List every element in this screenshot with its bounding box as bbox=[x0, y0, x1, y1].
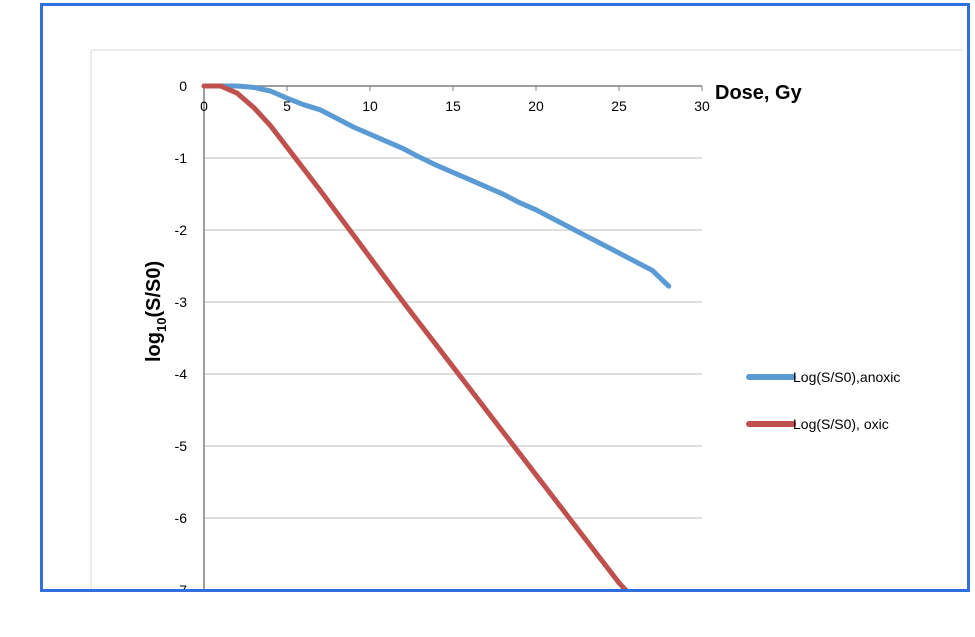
x-tick-label-2: 10 bbox=[362, 98, 378, 114]
line-chart: 0 -1 -2 -3 -4 -5 -6 -7 0 5 10 15 20 25 30 Dose, Gy log… bbox=[90, 49, 963, 589]
x-tick-label-4: 20 bbox=[528, 98, 544, 114]
x-tick-label-3: 15 bbox=[445, 98, 461, 114]
x-tick-label-0: 0 bbox=[200, 98, 208, 114]
y-axis-title-subscript: 10 bbox=[154, 318, 169, 332]
y-tick-label-4: -4 bbox=[175, 366, 188, 382]
y-tick-label-0: 0 bbox=[179, 78, 187, 94]
y-tick-label-1: -1 bbox=[175, 150, 188, 166]
tick-labels: 0 -1 -2 -3 -4 -5 -6 -7 0 5 10 15 20 25 30 bbox=[175, 78, 710, 589]
y-tick-label-3: -3 bbox=[175, 294, 188, 310]
x-tick-label-5: 25 bbox=[611, 98, 627, 114]
x-tick-label-1: 5 bbox=[283, 98, 291, 114]
y-tick-label-6: -6 bbox=[175, 510, 188, 526]
axes bbox=[203, 85, 703, 589]
legend: Log(S/S0),anoxic Log(S/S0), oxic bbox=[746, 369, 900, 432]
series-lines bbox=[201, 83, 672, 589]
y-axis-title-rest: (S/S0) bbox=[143, 261, 165, 318]
y-tick-label-7: -7 bbox=[175, 582, 188, 589]
y-tick-label-5: -5 bbox=[175, 438, 188, 454]
series-line-anoxic bbox=[201, 83, 672, 289]
y-axis-title: log10(S/S0) bbox=[143, 261, 169, 362]
x-axis-title: Dose, Gy bbox=[715, 82, 803, 104]
y-axis-title-main: log bbox=[143, 332, 165, 362]
chart-frame: 0 -1 -2 -3 -4 -5 -6 -7 0 5 10 15 20 25 30 Dose, Gy log… bbox=[40, 3, 970, 592]
legend-label-anoxic: Log(S/S0),anoxic bbox=[793, 369, 900, 385]
series-line-oxic bbox=[201, 83, 629, 589]
x-tick-label-6: 30 bbox=[694, 98, 710, 114]
legend-label-oxic: Log(S/S0), oxic bbox=[793, 416, 889, 432]
gridlines bbox=[204, 157, 702, 519]
y-tick-label-2: -2 bbox=[175, 222, 188, 238]
